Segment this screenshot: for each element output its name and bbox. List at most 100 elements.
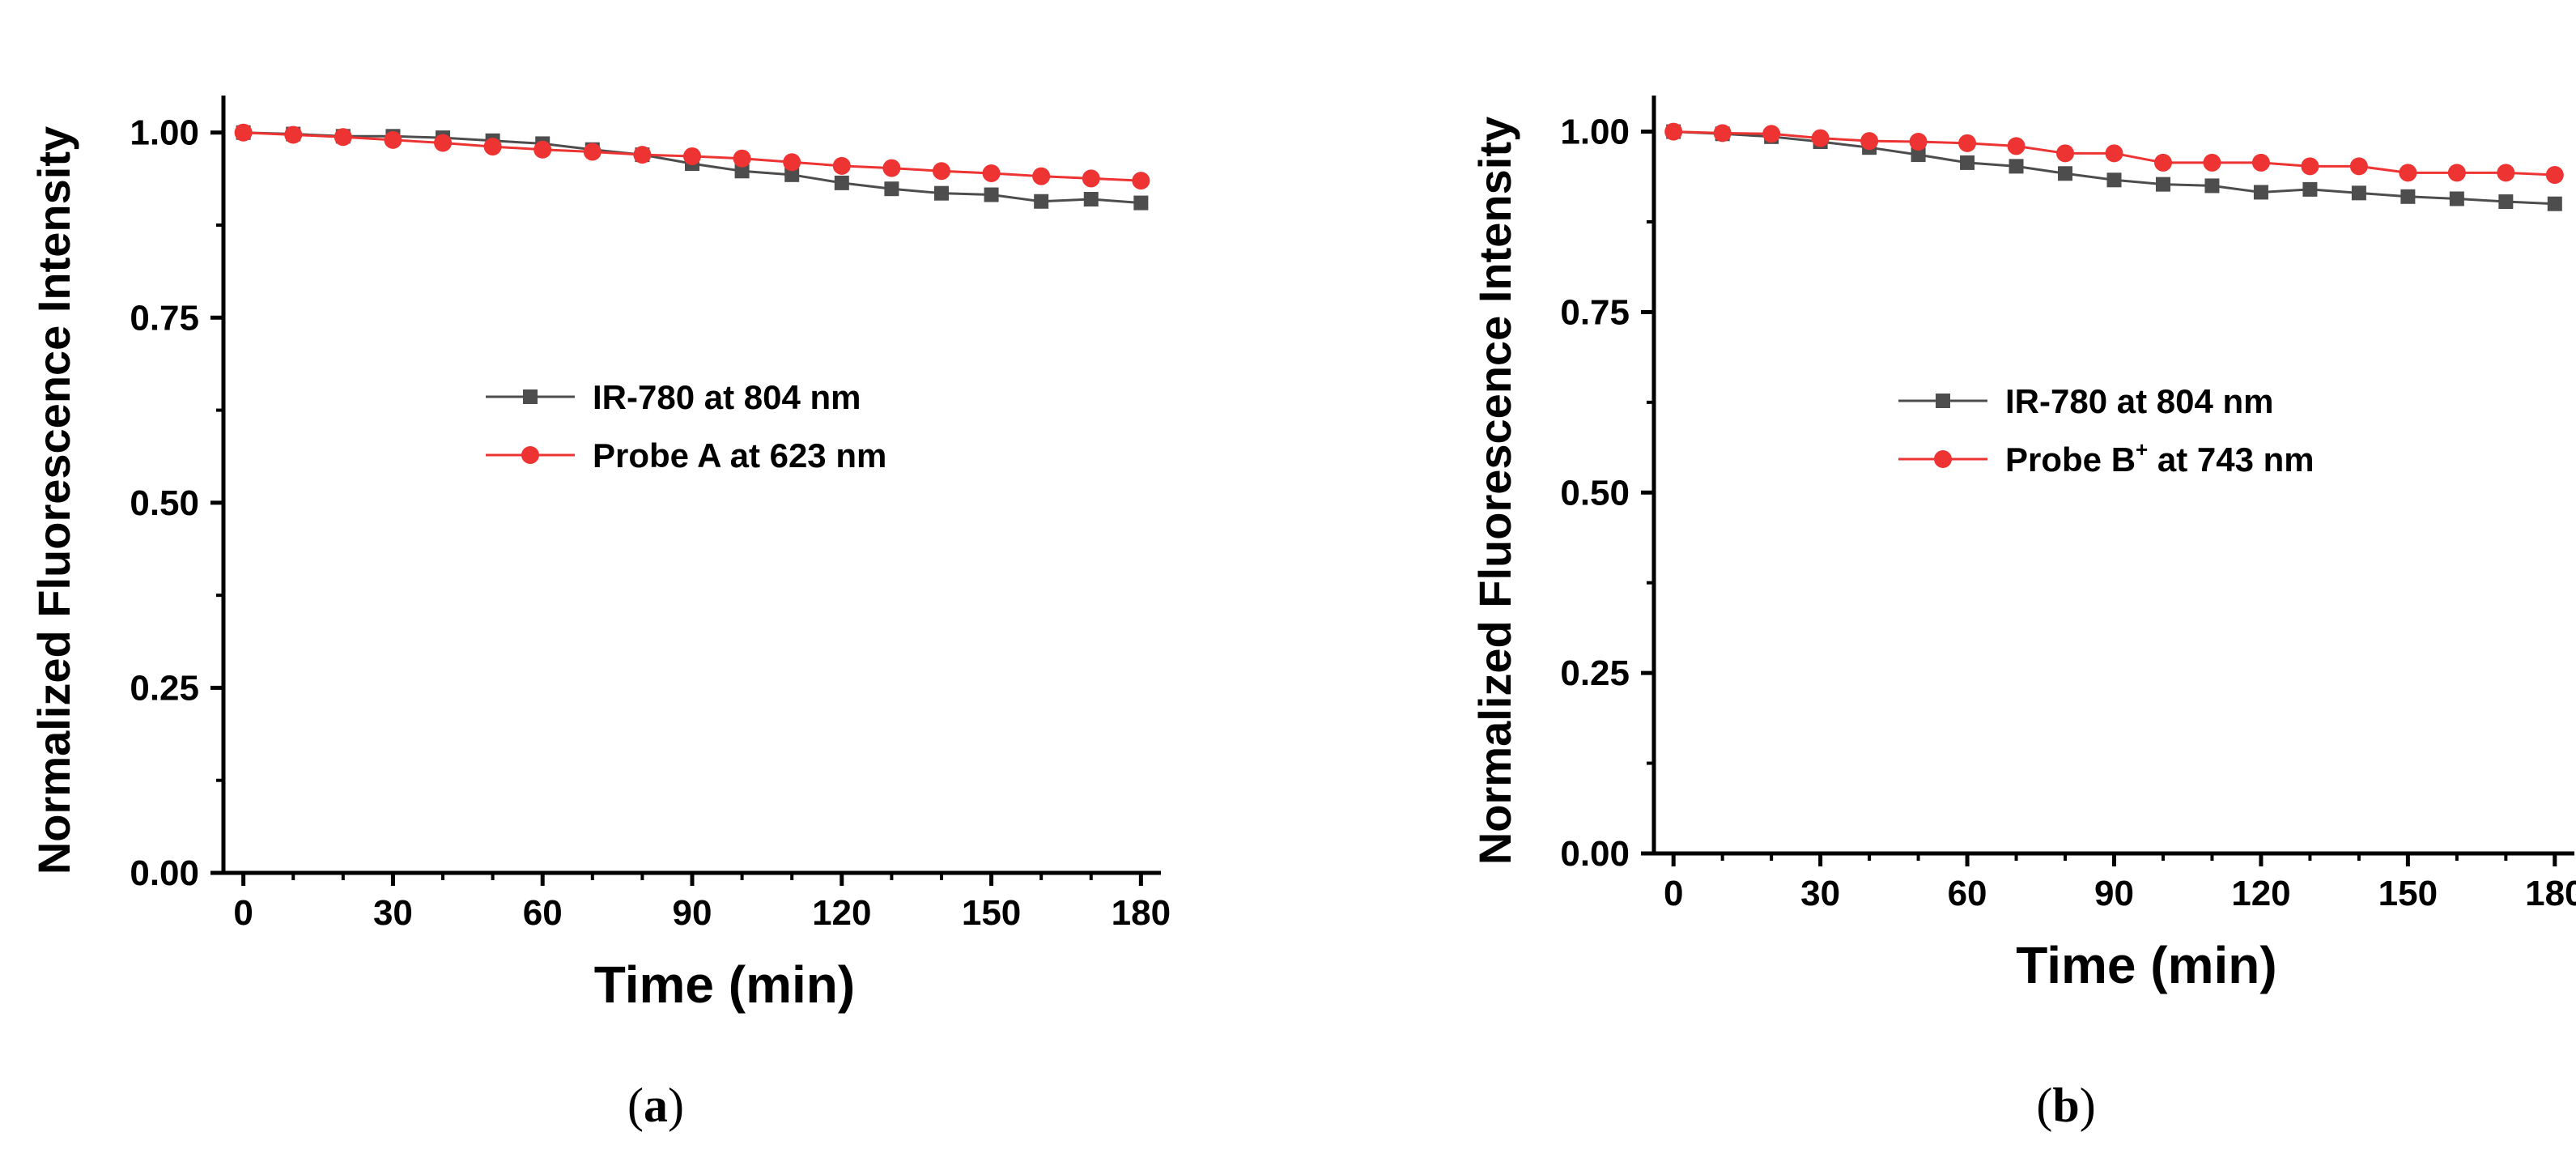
chart-a-x-tick-label: 0 [233,893,253,933]
chart-b-x-tick-label: 0 [1664,874,1683,913]
chart-b-series-1-point [2106,172,2122,188]
chart-b-series-2-point [1811,129,1830,147]
chart-a-series-2-point [633,146,652,164]
chart-b-series-2-point [2105,144,2123,163]
chart-panel-a: 0.00 0.25 0.50 0.75 1.00 0 30 60 90 120 150 180 Time… [28,96,1171,1014]
chart-a-series-1-point [1034,194,1049,209]
chart-b-y-tick-label: 0.75 [1560,292,1630,332]
chart-b-series-2-point [1860,132,1879,151]
chart-b-series-2-point [1958,134,1977,152]
chart-a-series-1-point [933,185,949,201]
chart-b-series-2-point [2251,153,2270,172]
chart-b-y-tick-label: 0.00 [1560,834,1630,874]
caption-b: (b) [2036,1079,2095,1132]
chart-a-x-axis-title: Time (min) [594,955,855,1014]
chart-a-x-tick-label: 90 [673,893,712,933]
chart-b-series-2-point [2301,157,2319,176]
chart-a-x-tick-label: 150 [962,893,1021,933]
chart-a-series-2-point [583,143,601,161]
chart-b-x-tick-label: 180 [2525,874,2576,913]
chart-a-series-2-point [1032,167,1051,185]
chart-a-series-1-point [984,187,999,202]
chart-a-series-1-point [884,181,899,197]
chart-a-legend-swatch-marker [523,389,538,404]
chart-b-series-2-point [1762,125,1781,143]
chart-b-series-2-point [2153,153,2172,172]
chart-b-series-1-point [2400,189,2416,204]
chart-a-series-2-point [384,130,402,149]
chart-a-y-tick-label: 0.00 [130,853,199,893]
chart-a-series-2-point [334,128,352,147]
chart-b-x-tick-label: 120 [2231,874,2290,913]
caption-a: (a) [627,1079,684,1132]
chart-b-series-2-point [2545,166,2564,185]
chart-b-series-1-point [2351,185,2366,201]
chart-b-series-1-point [2547,196,2562,211]
caption-b-letter: b [2052,1079,2079,1132]
chart-a-series-2-point [234,123,253,142]
chart-b-legend-swatch-marker [1936,394,1950,408]
chart-b-series-1-point [2009,159,2024,174]
chart-b-y-axis-title: Normalized Fluorescence Intensity [1469,117,1520,865]
chart-a-series-1-point [834,175,849,190]
chart-b-series-1-point [2302,181,2318,197]
chart-a-series-2-point [683,147,701,165]
chart-b-series-1-point [2155,177,2170,192]
chart-a-series-2-point [434,134,453,152]
chart-a-series-2-point [932,162,950,181]
chart-b-series-1-point [2498,194,2514,210]
chart-a-series-1-point [1083,192,1099,206]
chart-b-series-1-point [2253,185,2268,200]
chart-b-y-tick-label: 1.00 [1560,113,1630,152]
chart-a-series-2-point [882,159,901,177]
chart-b-series-2-point [2056,144,2075,163]
chart-a-series-2-point [982,164,1001,182]
chart-a-y-axis-title: Normalized Fluorescence Intensity [28,126,79,874]
chart-b-series-1-point [2204,178,2220,194]
chart-b-series-2-point [1664,122,1683,141]
chart-a-y-tick-label: 0.75 [130,298,199,338]
chart-a-series-2-point [483,138,502,156]
chart-b-series-2-point [2497,164,2515,182]
chart-a-series-2-point [284,126,303,144]
chart-b-series-2-point [2203,153,2221,172]
chart-b-y-tick-label: 0.50 [1560,473,1630,513]
chart-a-series-1-point [734,164,750,179]
chart-b-series-2-point [2349,157,2368,176]
chart-b-series-2-point [2007,137,2026,155]
chart-b-x-tick-label: 60 [1948,874,1987,913]
chart-b-series-2-point [2399,164,2417,182]
chart-a-legend-label: Probe A at 623 nm [593,436,886,474]
chart-a-series-2-point [783,153,801,172]
chart-a-x-tick-label: 120 [812,893,871,933]
chart-b-x-tick-label: 30 [1800,874,1840,913]
chart-a-legend-label: IR-780 at 804 nm [593,378,861,416]
chart-b-series-1-point [1960,155,1975,170]
chart-b-series-1-line [1673,130,2555,206]
chart-a-x-tick-label: 180 [1112,893,1171,933]
chart-a-series-1-point [1133,195,1149,211]
chart-b-legend-swatch-marker [1934,450,1952,468]
chart-b-series-2-point [1713,124,1732,143]
chart-b-legend-label: IR-780 at 804 nm [2005,382,2274,420]
chart-b-series-1-point [2058,166,2073,181]
chart-a-legend-swatch-marker [521,446,539,464]
chart-a-x-tick-label: 60 [523,893,563,933]
chart-b-x-tick-label: 150 [2378,874,2438,913]
chart-a-series-2-point [1132,172,1150,190]
chart-panel-b: 0.00 0.25 0.50 0.75 1.00 0 30 60 90 120 150 180 Time… [1469,96,2576,994]
chart-b-x-axis-title: Time (min) [2016,936,2276,994]
chart-a-y-tick-label: 1.00 [130,113,199,153]
chart-b-legend-label: Probe B+ at 743 nm [2005,437,2315,479]
chart-a-x-tick-label: 30 [373,893,413,933]
caption-a-letter: a [644,1079,668,1132]
chart-b-series-2-point [2447,164,2466,182]
chart-a-y-tick-label: 0.25 [130,668,199,708]
chart-a-y-tick-label: 0.50 [130,483,199,523]
chart-a-series-2-point [533,140,552,159]
chart-a-series-2-point [733,149,751,168]
chart-b-x-tick-label: 90 [2094,874,2134,913]
chart-a-series-1-point [784,167,800,182]
chart-a-series-2-point [832,156,851,175]
